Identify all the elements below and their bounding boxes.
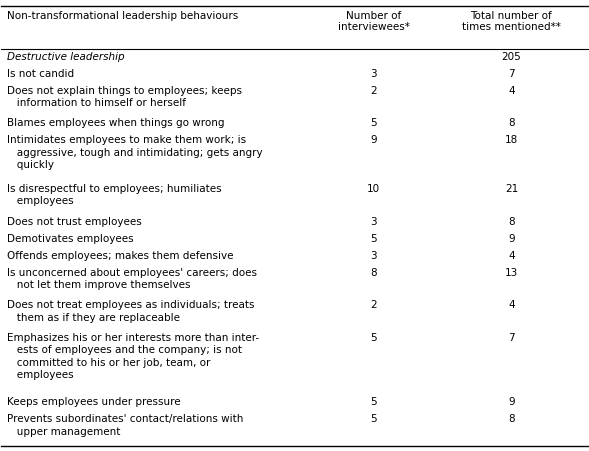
Text: 7: 7 bbox=[508, 69, 515, 79]
Text: Total number of
times mentioned**: Total number of times mentioned** bbox=[462, 11, 561, 32]
Text: Prevents subordinates' contact/relations with
   upper management: Prevents subordinates' contact/relations… bbox=[7, 414, 244, 437]
Text: 5: 5 bbox=[370, 333, 377, 343]
Text: Is not candid: Is not candid bbox=[7, 69, 74, 79]
Text: Does not trust employees: Does not trust employees bbox=[7, 216, 142, 226]
Text: Non-transformational leadership behaviours: Non-transformational leadership behaviou… bbox=[7, 11, 239, 21]
Text: Blames employees when things go wrong: Blames employees when things go wrong bbox=[7, 119, 225, 129]
Text: 5: 5 bbox=[370, 234, 377, 244]
Text: 13: 13 bbox=[505, 267, 518, 277]
Text: 8: 8 bbox=[508, 119, 515, 129]
Text: Destructive leadership: Destructive leadership bbox=[7, 52, 125, 62]
Text: 7: 7 bbox=[508, 333, 515, 343]
Text: Intimidates employees to make them work; is
   aggressive, tough and intimidatin: Intimidates employees to make them work;… bbox=[7, 135, 263, 170]
Text: 3: 3 bbox=[370, 216, 377, 226]
Text: Does not treat employees as individuals; treats
   them as if they are replaceab: Does not treat employees as individuals;… bbox=[7, 300, 255, 323]
Text: 10: 10 bbox=[367, 184, 380, 194]
Text: Does not explain things to employees; keeps
   information to himself or herself: Does not explain things to employees; ke… bbox=[7, 86, 242, 108]
Text: Is unconcerned about employees' careers; does
   not let them improve themselves: Is unconcerned about employees' careers;… bbox=[7, 267, 257, 290]
Text: 3: 3 bbox=[370, 251, 377, 261]
Text: 4: 4 bbox=[508, 251, 515, 261]
Text: 9: 9 bbox=[508, 397, 515, 407]
Text: 5: 5 bbox=[370, 397, 377, 407]
Text: 8: 8 bbox=[370, 267, 377, 277]
Text: Emphasizes his or her interests more than inter-
   ests of employees and the co: Emphasizes his or her interests more tha… bbox=[7, 333, 260, 380]
Text: 2: 2 bbox=[370, 86, 377, 96]
Text: Demotivates employees: Demotivates employees bbox=[7, 234, 134, 244]
Text: 4: 4 bbox=[508, 86, 515, 96]
Text: 9: 9 bbox=[508, 234, 515, 244]
Text: Number of
interviewees*: Number of interviewees* bbox=[337, 11, 409, 32]
Text: 18: 18 bbox=[505, 135, 518, 145]
Text: 21: 21 bbox=[505, 184, 518, 194]
Text: 8: 8 bbox=[508, 216, 515, 226]
Text: 3: 3 bbox=[370, 69, 377, 79]
Text: 5: 5 bbox=[370, 119, 377, 129]
Text: 9: 9 bbox=[370, 135, 377, 145]
Text: Offends employees; makes them defensive: Offends employees; makes them defensive bbox=[7, 251, 234, 261]
Text: 4: 4 bbox=[508, 300, 515, 310]
Text: 205: 205 bbox=[501, 52, 521, 62]
Text: 2: 2 bbox=[370, 300, 377, 310]
Text: Is disrespectful to employees; humiliates
   employees: Is disrespectful to employees; humiliate… bbox=[7, 184, 222, 206]
Text: 8: 8 bbox=[508, 414, 515, 424]
Text: 5: 5 bbox=[370, 414, 377, 424]
Text: Keeps employees under pressure: Keeps employees under pressure bbox=[7, 397, 181, 407]
